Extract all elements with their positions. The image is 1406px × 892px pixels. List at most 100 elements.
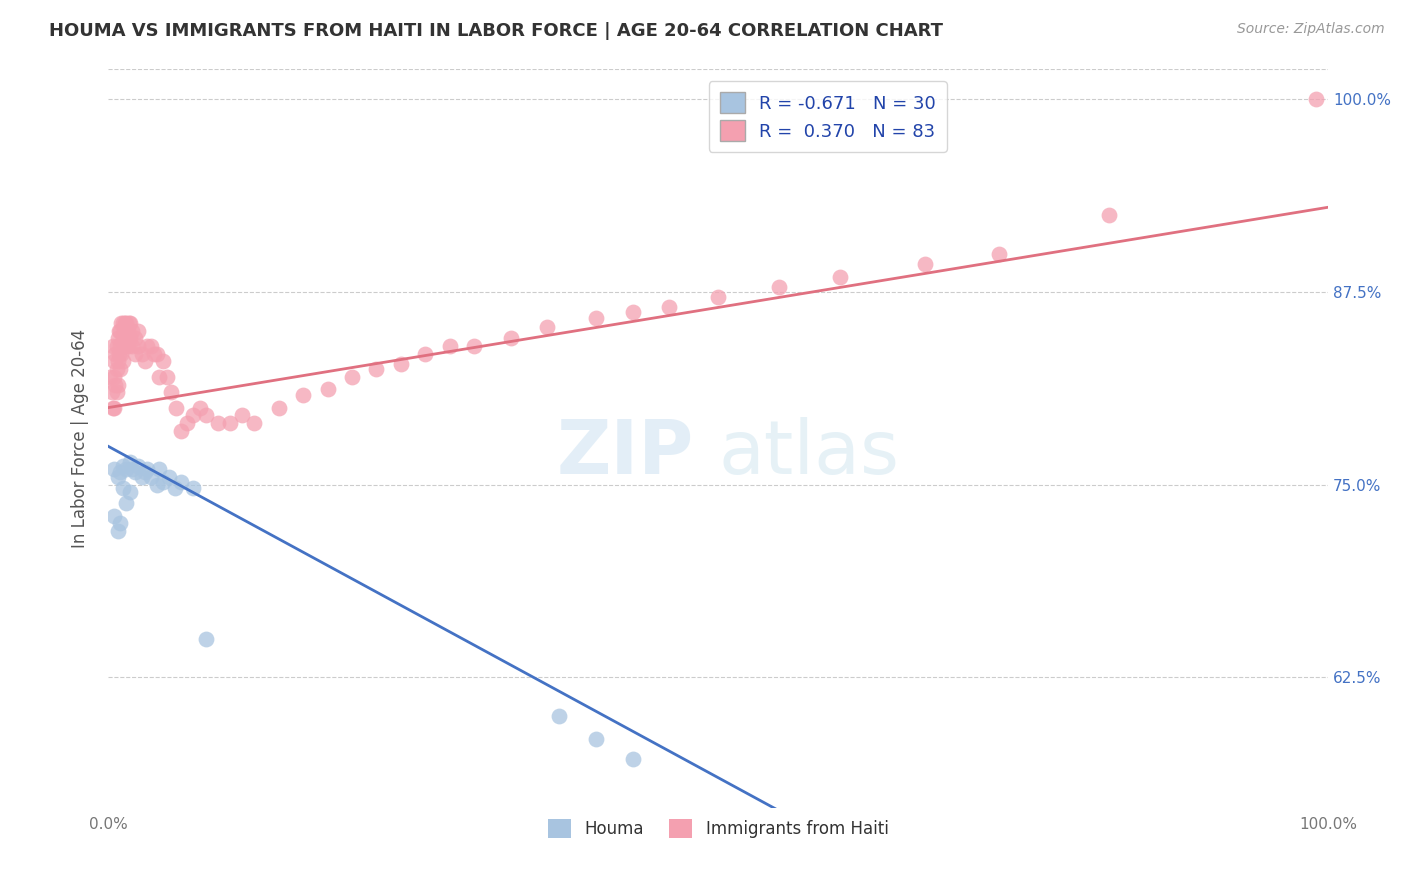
Point <box>121 339 143 353</box>
Point <box>115 316 138 330</box>
Point <box>107 470 129 484</box>
Point <box>117 324 139 338</box>
Point <box>207 416 229 430</box>
Point <box>111 316 134 330</box>
Point <box>110 347 132 361</box>
Point <box>136 462 159 476</box>
Y-axis label: In Labor Force | Age 20-64: In Labor Force | Age 20-64 <box>72 329 89 548</box>
Point <box>134 354 156 368</box>
Point <box>103 369 125 384</box>
Point <box>111 459 134 474</box>
Text: atlas: atlas <box>718 417 898 490</box>
Point <box>243 416 266 430</box>
Point <box>111 331 134 345</box>
Point <box>914 257 936 271</box>
Point <box>768 280 790 294</box>
Point <box>103 354 125 368</box>
Point <box>115 496 138 510</box>
Point <box>114 316 136 330</box>
Point <box>128 459 150 474</box>
Point <box>124 347 146 361</box>
Point <box>103 508 125 523</box>
Legend: Houma, Immigrants from Haiti: Houma, Immigrants from Haiti <box>541 812 896 845</box>
Point <box>152 354 174 368</box>
Point <box>536 320 558 334</box>
Point <box>621 305 644 319</box>
Point <box>112 324 135 338</box>
Point <box>111 481 134 495</box>
Point <box>101 339 124 353</box>
Point <box>176 416 198 430</box>
Point <box>103 462 125 476</box>
Point <box>389 358 412 372</box>
Point <box>114 339 136 353</box>
Point <box>707 290 730 304</box>
Point <box>107 377 129 392</box>
Point <box>103 401 125 415</box>
Point <box>499 331 522 345</box>
Point <box>108 324 131 338</box>
Point <box>219 416 242 430</box>
Point <box>108 324 131 338</box>
Point <box>439 339 461 353</box>
Point <box>585 732 607 747</box>
Point <box>143 347 166 361</box>
Point <box>121 462 143 476</box>
Point <box>118 331 141 345</box>
Point <box>183 409 205 423</box>
Point <box>463 339 485 353</box>
Point <box>413 347 436 361</box>
Point <box>340 369 363 384</box>
Point <box>146 347 169 361</box>
Point <box>118 316 141 330</box>
Point <box>108 466 131 480</box>
Point <box>128 339 150 353</box>
Point <box>155 369 177 384</box>
Point <box>585 311 607 326</box>
Point <box>170 424 193 438</box>
Point <box>107 331 129 345</box>
Point <box>146 477 169 491</box>
Point <box>118 316 141 330</box>
Point <box>108 339 131 353</box>
Text: Source: ZipAtlas.com: Source: ZipAtlas.com <box>1237 22 1385 37</box>
Text: HOUMA VS IMMIGRANTS FROM HAITI IN LABOR FORCE | AGE 20-64 CORRELATION CHART: HOUMA VS IMMIGRANTS FROM HAITI IN LABOR … <box>49 22 943 40</box>
Point <box>124 466 146 480</box>
Point <box>104 377 127 392</box>
Text: ZIP: ZIP <box>557 417 693 490</box>
Point <box>107 524 129 538</box>
Point <box>139 470 162 484</box>
Point <box>131 470 153 484</box>
Point <box>131 347 153 361</box>
Point <box>366 362 388 376</box>
Point <box>621 752 644 766</box>
Point <box>1097 208 1119 222</box>
Point <box>136 339 159 353</box>
Point <box>292 388 315 402</box>
Point <box>110 316 132 330</box>
Point <box>105 362 128 376</box>
Point <box>121 324 143 338</box>
Point <box>1305 92 1327 106</box>
Point <box>101 401 124 415</box>
Point <box>100 369 122 384</box>
Point <box>194 632 217 646</box>
Point <box>134 466 156 480</box>
Point <box>165 401 187 415</box>
Point <box>128 324 150 338</box>
Point <box>316 382 339 396</box>
Point <box>100 385 122 400</box>
Point <box>183 481 205 495</box>
Point <box>111 354 134 368</box>
Point <box>658 301 681 315</box>
Point <box>117 339 139 353</box>
Point <box>104 347 127 361</box>
Point <box>108 347 131 361</box>
Point <box>118 485 141 500</box>
Point <box>548 709 571 723</box>
Point <box>105 339 128 353</box>
Point <box>194 409 217 423</box>
Point <box>105 385 128 400</box>
Point <box>987 246 1010 260</box>
Point <box>148 369 170 384</box>
